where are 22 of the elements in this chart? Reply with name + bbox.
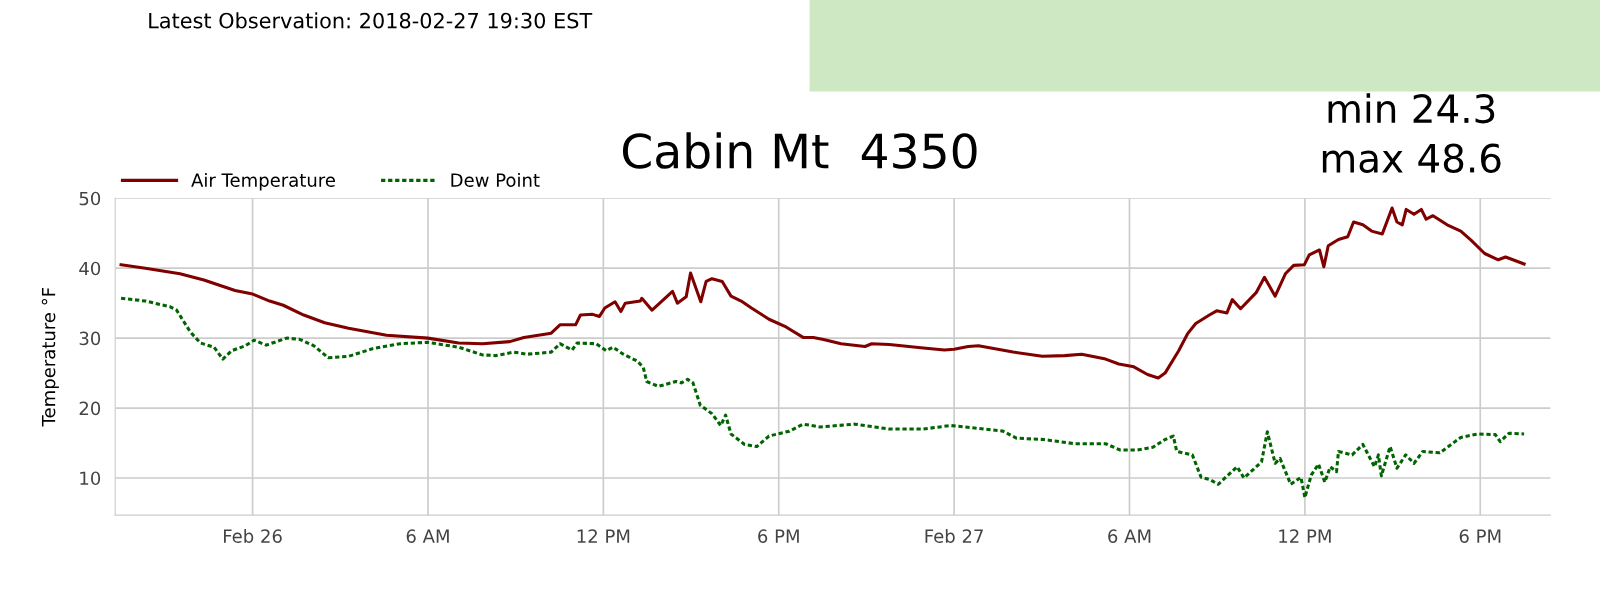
line-series xyxy=(119,296,1526,500)
y-tick-label: 10 xyxy=(80,471,101,486)
legend-label: Air Temperature xyxy=(191,172,335,191)
line-series xyxy=(119,206,1526,380)
x-tick-label: 6 AM xyxy=(1108,529,1151,543)
x-tick-label: Feb 26 xyxy=(224,528,282,543)
x-tick-label: 12 PM xyxy=(1279,529,1331,543)
legend-label: Dew Point xyxy=(451,172,540,187)
chart-title: Cabin Mt 4350 xyxy=(622,132,977,169)
x-tick-label: 6 AM xyxy=(406,529,449,543)
y-axis-title: Temperature °F xyxy=(41,287,59,427)
y-tick-label: 50 xyxy=(79,191,101,206)
x-tick-label: 6 PM xyxy=(758,529,799,543)
text: Latest Observation: 2018-02-27 19:30 EST xyxy=(149,12,593,29)
text: max 48.6 xyxy=(1322,143,1501,173)
y-tick-label: 20 xyxy=(79,401,101,416)
x-tick-label: 12 PM xyxy=(577,529,630,543)
y-tick-label: 30 xyxy=(79,331,101,346)
x-tick-label: Feb 27 xyxy=(925,528,983,543)
x-tick-label: 6 PM xyxy=(1459,529,1501,543)
text: min 24.3 xyxy=(1328,93,1495,124)
y-tick-label: 40 xyxy=(79,261,101,276)
